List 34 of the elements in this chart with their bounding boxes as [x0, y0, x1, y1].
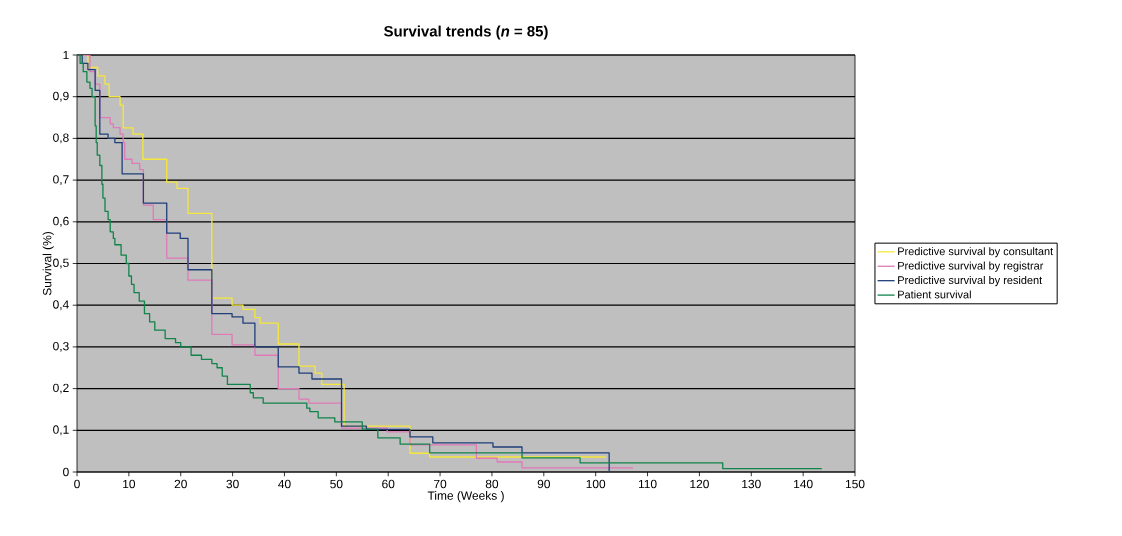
legend-label: Predictive survival by registrar [898, 261, 1044, 272]
x-tick-label: 70 [434, 479, 447, 489]
x-tick-label: 90 [537, 479, 550, 489]
x-tick-label: 50 [330, 479, 343, 489]
x-tick-label: 130 [742, 479, 761, 489]
y-tick-label: 0,3 [53, 341, 69, 352]
x-tick-label: 110 [638, 479, 657, 489]
y-tick-label: 0 [63, 467, 69, 477]
y-tick-label: 0,2 [53, 383, 69, 394]
y-tick-label: 0,4 [53, 300, 69, 311]
x-tick-label: 60 [382, 479, 395, 489]
y-tick-label: 0,8 [53, 133, 69, 144]
y-tick-label: 0,1 [53, 425, 69, 436]
x-tick-label: 150 [845, 479, 865, 489]
y-tick-label: 0,6 [53, 216, 69, 227]
x-tick-label: 120 [690, 479, 709, 489]
x-tick-label: 10 [123, 479, 136, 489]
x-axis-title: Time (Weeks ) [427, 491, 504, 503]
legend-label: Predictive survival by consultant [898, 247, 1054, 258]
x-tick-label: 140 [794, 479, 813, 489]
legend-label: Patient survival [898, 290, 971, 299]
x-tick-label: 30 [226, 479, 239, 489]
x-tick-label: 80 [485, 479, 499, 489]
x-tick-label: 0 [74, 479, 80, 489]
y-tick-label: 0,5 [53, 258, 69, 269]
x-tick-label: 20 [174, 479, 187, 489]
y-axis-title: Survival (%) [42, 232, 54, 296]
x-tick-label: 100 [586, 479, 606, 489]
x-tick-label: 40 [278, 479, 291, 489]
legend-label: Predictive survival by resident [898, 275, 1043, 287]
y-tick-label: 1 [63, 50, 69, 60]
chart-title: Survival trends (n = 85) [384, 25, 548, 40]
y-tick-label: 0,7 [53, 175, 69, 186]
y-tick-label: 0,9 [53, 91, 69, 102]
